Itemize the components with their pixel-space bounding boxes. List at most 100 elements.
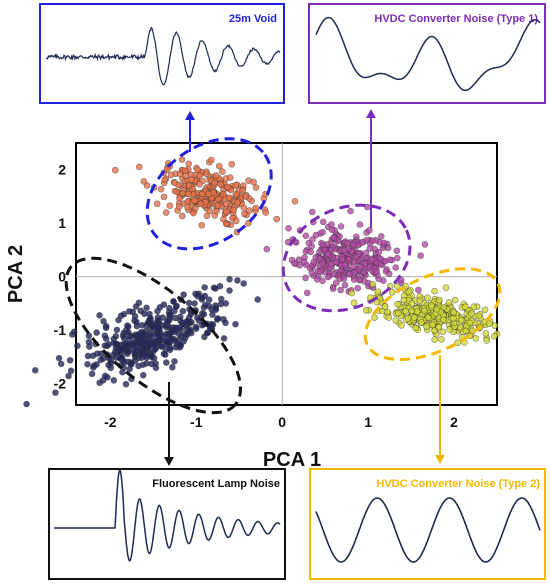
data-point bbox=[171, 358, 178, 365]
data-point bbox=[226, 287, 233, 294]
data-point bbox=[374, 288, 382, 296]
data-point bbox=[167, 311, 174, 319]
data-point bbox=[225, 194, 233, 202]
data-point bbox=[393, 282, 401, 290]
data-point bbox=[140, 178, 148, 185]
data-point bbox=[146, 310, 153, 318]
data-point bbox=[302, 232, 310, 240]
data-point bbox=[428, 302, 435, 309]
data-point bbox=[242, 193, 250, 200]
waveform-hvdc1 bbox=[315, 16, 541, 92]
data-point bbox=[205, 296, 213, 304]
data-point bbox=[142, 339, 149, 346]
data-point bbox=[102, 324, 110, 332]
data-point bbox=[166, 344, 174, 352]
data-point bbox=[154, 332, 162, 340]
data-point bbox=[483, 337, 490, 344]
data-point bbox=[159, 314, 167, 321]
panel-hvdc1: HVDC Converter Noise (Type 1) bbox=[308, 3, 546, 104]
data-point bbox=[400, 296, 408, 304]
data-point bbox=[175, 330, 183, 338]
data-point bbox=[181, 167, 189, 175]
data-point bbox=[332, 258, 340, 266]
data-point bbox=[385, 314, 393, 321]
data-point bbox=[424, 294, 431, 301]
data-point bbox=[431, 287, 438, 295]
data-point bbox=[362, 249, 370, 257]
data-point bbox=[185, 181, 193, 189]
data-point bbox=[110, 377, 118, 384]
data-point bbox=[418, 319, 425, 326]
data-point bbox=[302, 274, 309, 282]
data-point bbox=[366, 245, 374, 252]
data-point bbox=[180, 291, 187, 298]
data-point bbox=[203, 170, 210, 178]
data-point bbox=[213, 207, 220, 215]
data-point bbox=[393, 254, 401, 262]
data-point bbox=[319, 218, 327, 226]
data-point bbox=[222, 200, 230, 208]
data-point bbox=[362, 307, 370, 314]
data-point bbox=[107, 359, 115, 367]
data-point bbox=[381, 303, 389, 310]
data-point bbox=[160, 350, 168, 358]
x-tick-label: 0 bbox=[278, 414, 286, 430]
data-point bbox=[307, 248, 314, 256]
data-point bbox=[139, 371, 147, 379]
y-tick-label: 2 bbox=[58, 162, 66, 178]
data-point bbox=[147, 332, 155, 340]
data-point bbox=[194, 292, 201, 300]
data-point bbox=[285, 225, 292, 232]
data-point bbox=[120, 358, 128, 366]
data-point bbox=[450, 315, 457, 322]
data-point bbox=[113, 354, 120, 361]
data-point bbox=[413, 308, 421, 315]
data-point bbox=[193, 314, 201, 322]
data-point bbox=[151, 341, 158, 349]
data-point bbox=[291, 260, 298, 267]
data-point bbox=[113, 326, 121, 334]
data-point bbox=[233, 217, 240, 225]
panel-void: 25m Void bbox=[39, 3, 285, 104]
data-point bbox=[446, 326, 453, 333]
data-point bbox=[415, 286, 422, 294]
cluster-ellipse bbox=[64, 256, 242, 415]
data-point bbox=[166, 334, 174, 342]
data-point bbox=[355, 249, 363, 257]
data-point bbox=[329, 285, 337, 292]
data-point bbox=[417, 252, 424, 259]
data-point bbox=[423, 323, 430, 330]
data-point bbox=[234, 277, 241, 284]
data-point bbox=[155, 324, 162, 331]
data-point bbox=[232, 320, 239, 328]
data-point bbox=[468, 310, 475, 317]
data-point bbox=[84, 360, 91, 368]
data-point bbox=[143, 360, 150, 367]
data-point bbox=[200, 310, 208, 318]
data-point bbox=[328, 221, 335, 228]
data-point bbox=[184, 203, 191, 211]
data-point bbox=[153, 200, 161, 208]
data-point bbox=[125, 329, 132, 336]
data-point bbox=[319, 260, 327, 268]
data-point bbox=[136, 340, 144, 348]
data-point bbox=[205, 190, 213, 198]
data-point bbox=[124, 323, 132, 331]
data-point bbox=[344, 239, 351, 247]
data-point bbox=[147, 352, 155, 359]
data-point bbox=[198, 190, 206, 198]
x-tick-label: -2 bbox=[104, 414, 117, 430]
data-point bbox=[201, 284, 208, 291]
data-point bbox=[442, 284, 450, 292]
data-point bbox=[408, 300, 416, 307]
data-point bbox=[462, 327, 470, 335]
data-point bbox=[313, 276, 321, 283]
data-point bbox=[197, 200, 204, 208]
y-tick-label: 0 bbox=[58, 269, 66, 285]
data-point bbox=[239, 186, 247, 194]
data-point bbox=[167, 171, 175, 179]
data-point bbox=[310, 258, 318, 266]
data-point bbox=[161, 176, 168, 184]
data-point bbox=[223, 208, 230, 215]
data-point bbox=[456, 323, 464, 331]
